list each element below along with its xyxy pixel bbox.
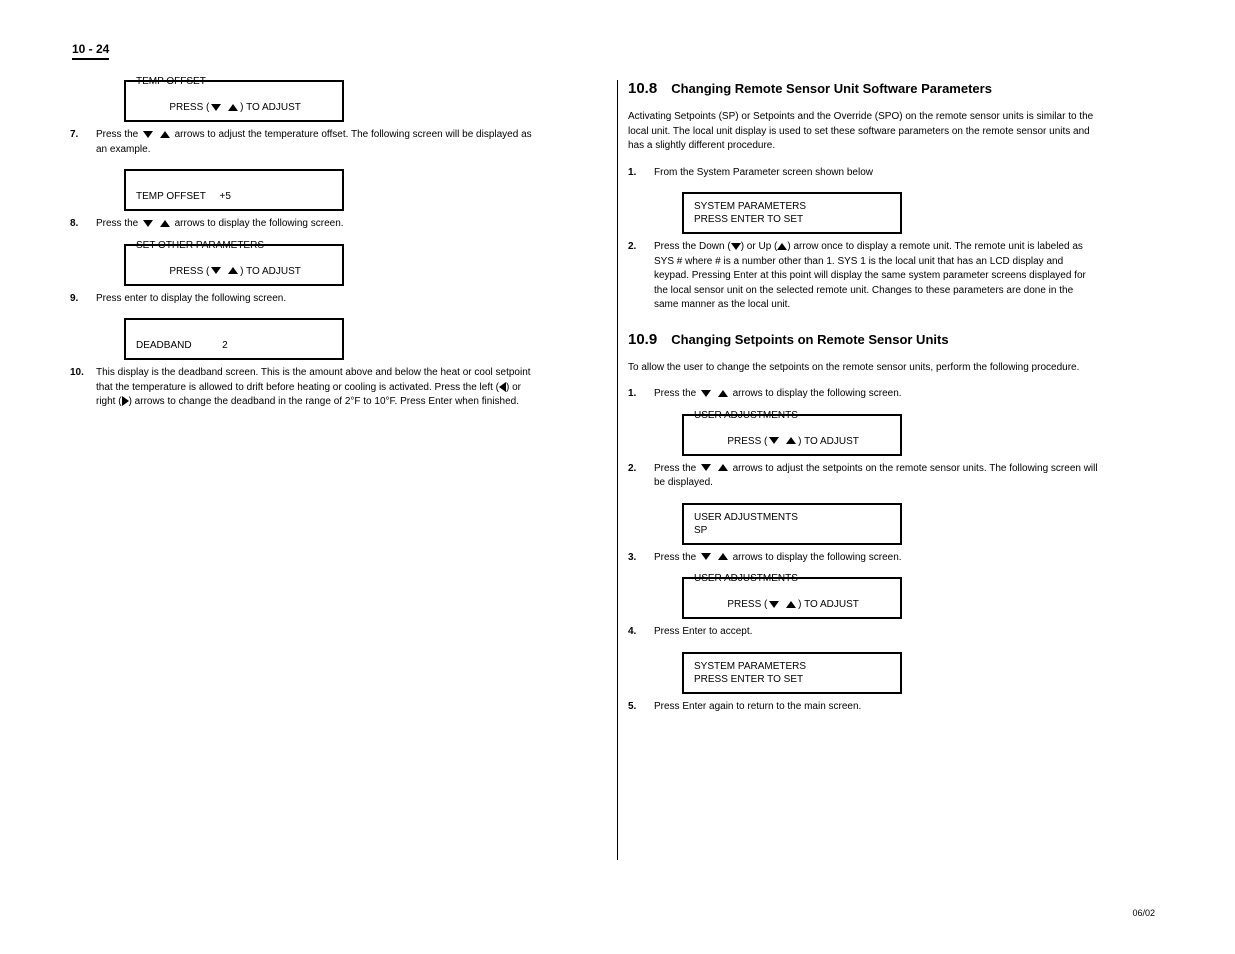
step-5-text: 5. Press Enter again to return to the ma… — [628, 700, 1098, 715]
step-2-text: 2. Press the arrows to adjust the setpoi… — [628, 462, 1098, 491]
column-divider — [617, 80, 618, 860]
down-triangle-icon — [769, 437, 779, 444]
left-triangle-icon — [499, 382, 506, 392]
lcd-line: USER ADJUSTMENTS — [694, 511, 890, 524]
lcd-line: TEMP OFFSET +5 — [136, 190, 332, 203]
step-3-text: 3. Press the arrows to display the follo… — [628, 551, 1098, 566]
step-8-text: 8. Press the arrows to display the follo… — [70, 217, 540, 232]
up-triangle-icon — [718, 390, 728, 397]
right-triangle-icon — [122, 396, 129, 406]
lcd-line: DEADBAND 2 — [136, 339, 332, 352]
down-triangle-icon — [701, 464, 711, 471]
down-triangle-icon — [769, 601, 779, 608]
lcd-line: SET OTHER PARAMETERS — [136, 239, 332, 252]
up-triangle-icon — [160, 131, 170, 138]
lcd-line: PRESS ENTER TO SET — [694, 213, 890, 226]
step-1-text: 1. Press the arrows to display the follo… — [628, 387, 1098, 402]
up-triangle-icon — [228, 104, 238, 111]
lcd-box-other-parameters: SET OTHER PARAMETERS PRESS ( ) TO ADJUST — [124, 244, 607, 286]
lcd-box-user-adjustments-2: USER ADJUSTMENTS PRESS ( ) TO ADJUST — [682, 577, 1165, 619]
down-triangle-icon — [701, 553, 711, 560]
lcd-line: SP — [694, 524, 890, 537]
step-2-text: 2. Press the Down () or Up () arrow once… — [628, 240, 1098, 313]
lcd-line: SYSTEM PARAMETERS — [694, 660, 890, 673]
lcd-box-system-parameters-2: SYSTEM PARAMETERS PRESS ENTER TO SET — [682, 652, 1165, 694]
lcd-line: PRESS ( ) TO ADJUST — [694, 422, 890, 461]
up-triangle-icon — [786, 601, 796, 608]
down-triangle-icon — [143, 220, 153, 227]
step-7-text: 7. Press the arrows to adjust the temper… — [70, 128, 540, 157]
up-triangle-icon — [777, 243, 787, 250]
right-column: 10.8 Changing Remote Sensor Unit Softwar… — [628, 80, 1165, 860]
up-triangle-icon — [718, 553, 728, 560]
footer-date: 06/02 — [1132, 908, 1155, 918]
section-heading-10-8: 10.8 Changing Remote Sensor Unit Softwar… — [628, 80, 1165, 104]
down-triangle-icon — [211, 104, 221, 111]
section-intro: To allow the user to change the setpoint… — [628, 361, 1098, 376]
lcd-line: PRESS ENTER TO SET — [694, 673, 890, 686]
two-column-layout: TEMP OFFSET PRESS ( ) TO ADJUST 7. Press… — [70, 80, 1165, 860]
up-triangle-icon — [228, 267, 238, 274]
down-triangle-icon — [731, 243, 741, 250]
section-intro: Activating Setpoints (SP) or Setpoints a… — [628, 110, 1098, 154]
lcd-box-temp-offset: TEMP OFFSET PRESS ( ) TO ADJUST — [124, 80, 607, 122]
lcd-box-user-adjustments-sp: USER ADJUSTMENTS SP — [682, 503, 1165, 545]
page-container: 10 - 24 TEMP OFFSET PRESS ( ) TO ADJUST … — [0, 0, 1235, 954]
lcd-line: PRESS ( ) TO ADJUST — [136, 252, 332, 291]
up-triangle-icon — [160, 220, 170, 227]
lcd-line: SYSTEM PARAMETERS — [694, 200, 890, 213]
lcd-line: TEMP OFFSET — [136, 75, 332, 88]
lcd-line: USER ADJUSTMENTS — [694, 572, 890, 585]
up-triangle-icon — [786, 437, 796, 444]
lcd-box-user-adjustments: USER ADJUSTMENTS PRESS ( ) TO ADJUST — [682, 414, 1165, 456]
down-triangle-icon — [701, 390, 711, 397]
left-column: TEMP OFFSET PRESS ( ) TO ADJUST 7. Press… — [70, 80, 607, 860]
lcd-line: PRESS ( ) TO ADJUST — [136, 88, 332, 127]
lcd-line: PRESS ( ) TO ADJUST — [694, 585, 890, 624]
lcd-line: USER ADJUSTMENTS — [694, 409, 890, 422]
step-4-text: 4. Press Enter to accept. — [628, 625, 1098, 640]
lcd-box-system-parameters: SYSTEM PARAMETERS PRESS ENTER TO SET — [682, 192, 1165, 234]
page-number: 10 - 24 — [72, 42, 109, 60]
step-10-text: 10. This display is the deadband screen.… — [70, 366, 540, 410]
section-heading-10-9: 10.9 Changing Setpoints on Remote Sensor… — [628, 331, 1165, 355]
step-1-text: 1. From the System Parameter screen show… — [628, 166, 1098, 181]
down-triangle-icon — [211, 267, 221, 274]
down-triangle-icon — [143, 131, 153, 138]
step-9-text: 9. Press enter to display the following … — [70, 292, 540, 307]
up-triangle-icon — [718, 464, 728, 471]
lcd-box-deadband: DEADBAND 2 — [124, 318, 607, 360]
lcd-box-temp-offset-value: TEMP OFFSET +5 — [124, 169, 607, 211]
